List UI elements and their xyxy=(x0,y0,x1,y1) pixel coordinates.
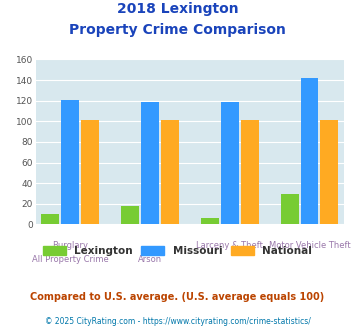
Bar xyxy=(42,214,59,224)
Text: 2018 Lexington: 2018 Lexington xyxy=(117,2,238,16)
Text: Property Crime Comparison: Property Crime Comparison xyxy=(69,23,286,37)
Bar xyxy=(280,194,299,224)
Text: Larceny & Theft: Larceny & Theft xyxy=(196,241,263,250)
Bar xyxy=(141,102,159,224)
Bar xyxy=(301,78,318,224)
Text: Compared to U.S. average. (U.S. average equals 100): Compared to U.S. average. (U.S. average … xyxy=(31,292,324,302)
Bar xyxy=(241,120,259,224)
Bar xyxy=(201,218,219,224)
Bar xyxy=(321,120,338,224)
Text: Arson: Arson xyxy=(138,255,162,264)
Text: All Property Crime: All Property Crime xyxy=(32,255,109,264)
Bar xyxy=(161,120,179,224)
Text: Motor Vehicle Theft: Motor Vehicle Theft xyxy=(269,241,350,250)
Bar xyxy=(61,100,79,224)
Legend: Lexington, Missouri, National: Lexington, Missouri, National xyxy=(39,242,316,260)
Text: © 2025 CityRating.com - https://www.cityrating.com/crime-statistics/: © 2025 CityRating.com - https://www.city… xyxy=(45,317,310,326)
Text: Burglary: Burglary xyxy=(53,241,88,250)
Bar xyxy=(81,120,99,224)
Bar xyxy=(221,102,239,224)
Bar xyxy=(121,206,139,224)
